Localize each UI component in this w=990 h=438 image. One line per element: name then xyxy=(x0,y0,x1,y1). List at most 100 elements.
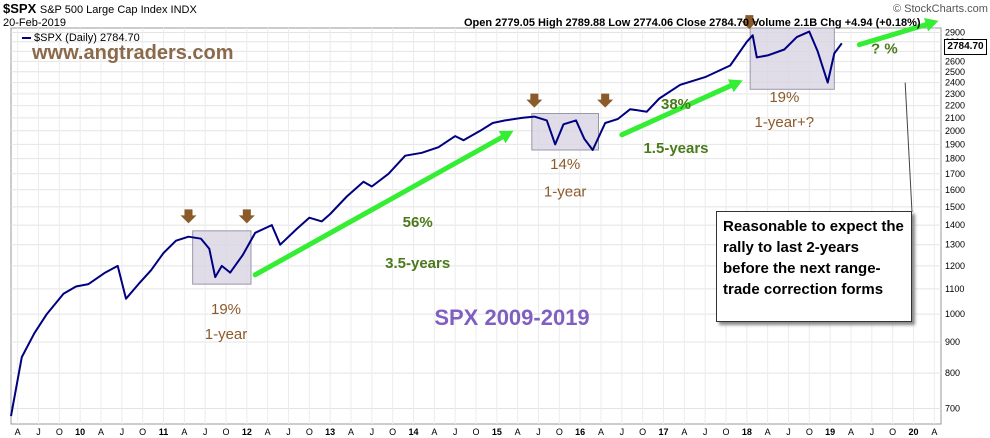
x-tick-label: J xyxy=(453,427,458,437)
spx-price-line xyxy=(10,30,843,417)
y-tick-label: 2500 xyxy=(945,67,965,77)
x-tick-label: A xyxy=(348,427,354,437)
range-box xyxy=(749,27,835,90)
y-tick-label: 2200 xyxy=(945,101,965,111)
x-tick-label: A xyxy=(598,427,604,437)
annotation-label: 19% xyxy=(769,89,799,106)
x-tick-label: 10 xyxy=(75,427,85,437)
x-tick-label: J xyxy=(620,427,625,437)
x-tick-label: O xyxy=(306,427,313,437)
annotation-note: Reasonable to expect the rally to last 2… xyxy=(716,211,912,322)
x-tick-label: A xyxy=(265,427,271,437)
y-tick-label: 2100 xyxy=(945,113,965,123)
series-legend: $SPX (Daily) 2784.70 xyxy=(22,32,140,44)
y-tick-label: 1800 xyxy=(945,154,965,164)
ticker-symbol: $SPX xyxy=(3,1,37,16)
down-marker-arrow xyxy=(597,93,614,108)
x-tick-label: A xyxy=(181,427,187,437)
rally-arrow-shaft xyxy=(856,22,929,48)
x-tick-label: J xyxy=(786,427,791,437)
annotation-label: 38% xyxy=(661,96,691,113)
down-marker-arrow xyxy=(741,15,758,30)
annotation-label: 1.5-years xyxy=(643,140,708,157)
annotation-label: 1-year xyxy=(544,184,587,201)
x-tick-label: A xyxy=(931,427,937,437)
x-tick-label: O xyxy=(222,427,229,437)
annotation-label: 19% xyxy=(211,301,241,318)
x-tick-label: A xyxy=(15,427,21,437)
y-tick-label: 2900 xyxy=(945,28,965,38)
stockcharts-brand[interactable]: © StockCharts.com xyxy=(893,3,988,15)
down-marker-arrow xyxy=(526,93,543,108)
x-tick-label: O xyxy=(139,427,146,437)
legend-label: $SPX (Daily) 2784.70 xyxy=(34,32,140,44)
chart-title: SPX 2009-2019 xyxy=(434,305,589,330)
x-tick-label: J xyxy=(203,427,208,437)
rally-arrow-shaft xyxy=(619,83,734,138)
rally-arrow-head xyxy=(924,17,939,32)
y-axis: 700 800 900 1000 1100 1200 1300 1400 1500 1600 170… xyxy=(945,28,965,414)
y-tick-label: 900 xyxy=(945,337,960,347)
x-axis: A J O 10 A J O 11 A J O 12 A J O 13 A J O 14 A J O 15 A J O 16 A J O 17… xyxy=(15,427,938,437)
annotations: 19% 1-year 56% 3.5-years 14% 1-year 38% 1.5-yea… xyxy=(205,40,898,343)
x-tick-label: A xyxy=(98,427,104,437)
x-tick-label: 14 xyxy=(408,427,418,437)
y-tick-label: 1000 xyxy=(945,309,965,319)
x-tick-label: O xyxy=(806,427,813,437)
x-tick-label: O xyxy=(389,427,396,437)
x-tick-label: J xyxy=(120,427,125,437)
down-marker-arrow xyxy=(180,209,197,224)
x-tick-label: J xyxy=(870,427,875,437)
rally-arrow-shaft xyxy=(252,134,505,278)
x-tick-label: 17 xyxy=(658,427,668,437)
down-marker-arrow xyxy=(238,209,255,224)
y-tick-label: 1100 xyxy=(945,284,964,294)
annotation-label: 1-year+? xyxy=(755,114,815,131)
y-tick-label: 2000 xyxy=(945,126,965,136)
x-tick-label: O xyxy=(472,427,479,437)
y-tick-label: 1600 xyxy=(945,185,965,195)
x-tick-label: A xyxy=(431,427,437,437)
y-tick-label: 1300 xyxy=(945,240,965,250)
x-tick-label: 16 xyxy=(575,427,585,437)
watermark-site: www.angtraders.com xyxy=(32,42,234,64)
x-tick-label: 19 xyxy=(825,427,835,437)
rally-arrows xyxy=(252,17,939,278)
x-tick-label: O xyxy=(639,427,646,437)
y-tick-label: 1700 xyxy=(945,169,965,179)
y-tick-label: 1400 xyxy=(945,220,965,230)
x-tick-label: A xyxy=(765,427,771,437)
x-tick-label: J xyxy=(36,427,41,437)
x-tick-label: O xyxy=(722,427,729,437)
ticker-description: S&P 500 Large Cap Index INDX xyxy=(39,4,197,16)
x-tick-label: J xyxy=(703,427,708,437)
y-tick-label: 700 xyxy=(945,403,960,413)
y-tick-label: 2300 xyxy=(945,89,965,99)
x-tick-label: 18 xyxy=(742,427,752,437)
y-tick-label: 1200 xyxy=(945,261,965,271)
x-tick-label: O xyxy=(56,427,63,437)
y-tick-label: 2600 xyxy=(945,56,965,66)
x-tick-label: A xyxy=(515,427,521,437)
x-tick-label: O xyxy=(556,427,563,437)
x-tick-label: A xyxy=(681,427,687,437)
legend-swatch xyxy=(22,37,31,40)
rally-arrow-head xyxy=(498,130,514,144)
annotation-label: 14% xyxy=(550,156,580,173)
x-tick-label: 20 xyxy=(908,427,918,437)
x-tick-label: 12 xyxy=(242,427,252,437)
annotation-label: ? % xyxy=(871,40,898,57)
y-tick-label: 800 xyxy=(945,368,960,378)
rally-arrow-head xyxy=(727,79,743,93)
x-tick-label: 15 xyxy=(492,427,502,437)
x-tick-label: 11 xyxy=(159,427,169,437)
y-tick-label: 2400 xyxy=(945,78,965,88)
chart-date: 20-Feb-2019 xyxy=(3,17,66,29)
x-tick-label: J xyxy=(286,427,291,437)
annotation-label: 1-year xyxy=(205,326,248,343)
x-tick-label: 13 xyxy=(325,427,335,437)
annotation-label: 3.5-years xyxy=(385,255,450,272)
annotation-label: 56% xyxy=(403,214,433,231)
ohlc-readout: Open 2779.05 High 2789.88 Low 2774.06 Cl… xyxy=(464,17,921,29)
last-value-badge: 2784.70 xyxy=(944,39,987,55)
